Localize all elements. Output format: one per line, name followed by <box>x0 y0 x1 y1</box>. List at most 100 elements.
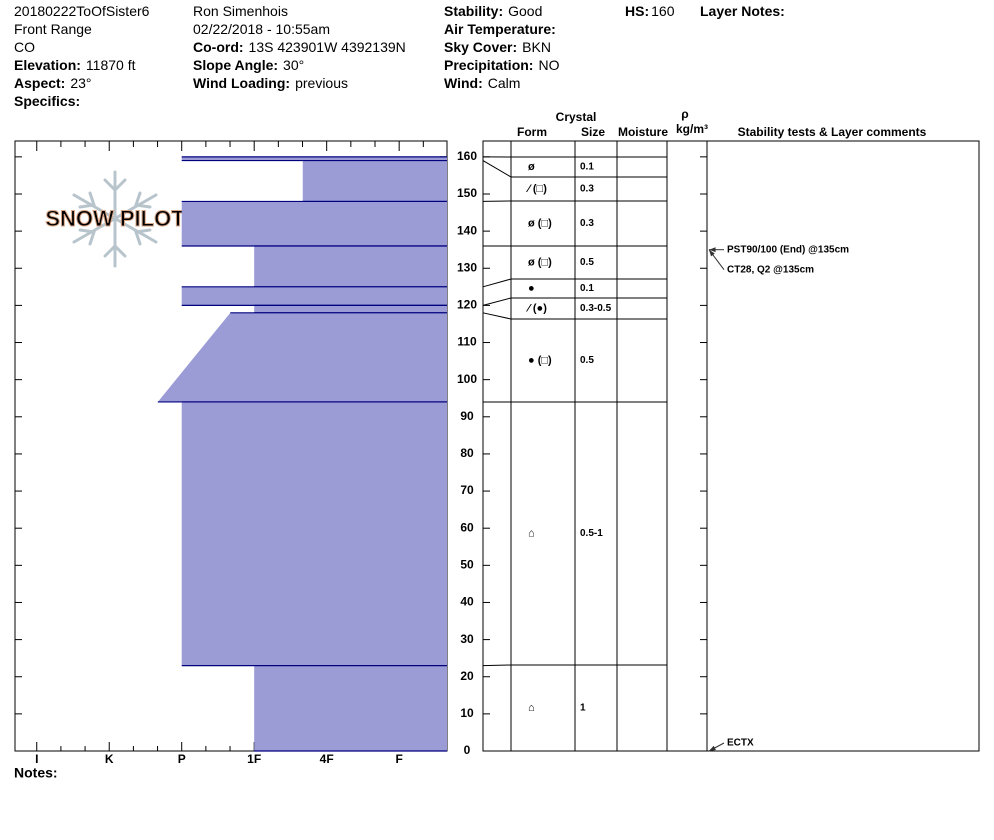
hardness-layer <box>181 201 447 246</box>
field-label: Layer Notes: <box>700 3 785 19</box>
depth-connector <box>482 312 512 320</box>
field-label: Wind: <box>444 75 483 91</box>
crystal-form: ● (□) <box>528 354 552 366</box>
test-comment: CT28, Q2 @135cm <box>727 264 814 275</box>
depth-connector <box>482 297 512 306</box>
crystal-form: ⌂ <box>528 527 535 539</box>
header-field: 02/22/2018 - 10:55am <box>193 21 330 37</box>
header-field: Aspect: 23° <box>14 75 92 91</box>
table-frame <box>482 140 980 752</box>
hardness-layer <box>157 312 448 402</box>
hardness-layer <box>254 305 447 313</box>
crystal-form: ⌂ <box>528 702 535 714</box>
field-label: Co-ord: <box>193 39 244 55</box>
field-value: Front Range <box>14 21 92 37</box>
logo-text: SNOW PILOT <box>45 206 185 231</box>
header-field: Front Range <box>14 21 92 37</box>
crystal-form: ø (□) <box>528 217 552 229</box>
test-comment: ECTX <box>727 738 754 749</box>
header-field: Specifics: <box>14 93 80 109</box>
y-tick-label: 160 <box>457 149 477 163</box>
y-tick-label: 50 <box>460 558 474 572</box>
field-value: 20180222ToOfSister6 <box>14 3 150 19</box>
field-label: Specifics: <box>14 93 80 109</box>
field-value: Good <box>508 3 542 19</box>
field-label: Air Temperature: <box>444 21 556 37</box>
hardness-layer <box>302 160 447 202</box>
crystal-size: 0.3 <box>580 218 594 229</box>
y-tick-label: 100 <box>457 372 477 386</box>
header-field: Co-ord: 13S 423901W 4392139N <box>193 39 406 55</box>
header-field: Slope Angle: 30° <box>193 57 304 73</box>
crystal-size: 0.3 <box>580 184 594 195</box>
arrow-head <box>709 247 716 253</box>
field-label: Precipitation: <box>444 57 533 73</box>
field-value: CO <box>14 39 35 55</box>
field-label: Sky Cover: <box>444 39 517 55</box>
header-field: Ron Simenhois <box>193 3 288 19</box>
col-header: Stability tests & Layer comments <box>738 125 927 139</box>
y-tick-label: 150 <box>457 186 477 200</box>
col-header: Form <box>517 125 547 139</box>
field-value: 02/22/2018 - 10:55am <box>193 21 330 37</box>
x-tick-label: I <box>35 752 38 766</box>
hardness-layer <box>181 401 447 666</box>
depth-connector <box>482 664 512 667</box>
col-header: Size <box>581 125 605 139</box>
crystal-size: 0.1 <box>580 162 594 173</box>
x-tick-label: P <box>178 752 186 766</box>
field-value: 23° <box>70 75 91 91</box>
field-label: Slope Angle: <box>193 57 278 73</box>
x-tick-label: F <box>395 752 402 766</box>
test-comment: PST90/100 (End) @135cm <box>727 244 849 255</box>
field-value: 13S 423901W 4392139N <box>249 39 406 55</box>
header-field: 20180222ToOfSister6 <box>14 3 150 19</box>
y-tick-label: 90 <box>460 409 474 423</box>
field-label: Stability: <box>444 3 503 19</box>
y-tick-label: 60 <box>460 520 474 534</box>
y-tick-label: 70 <box>460 483 474 497</box>
x-tick-label: 1F <box>247 752 261 766</box>
y-tick-label: 120 <box>457 298 477 312</box>
y-tick-label: 80 <box>460 446 474 460</box>
crystal-size: 1 <box>580 703 586 714</box>
field-value: Calm <box>488 75 521 91</box>
hardness-layer <box>254 245 447 287</box>
depth-connector <box>482 278 512 288</box>
crystal-form: ø <box>528 161 535 173</box>
crystal-size: 0.1 <box>580 283 594 294</box>
crystal-form: ⁄ (□) <box>525 183 547 195</box>
notes-label: Notes: <box>14 765 58 781</box>
y-tick-label: 140 <box>457 223 477 237</box>
y-tick-label: 130 <box>457 260 477 274</box>
y-tick-label: 110 <box>457 335 477 349</box>
arrow-head <box>709 745 716 751</box>
arrow-head <box>709 249 715 257</box>
hardness-layer <box>181 156 447 161</box>
field-value: Ron Simenhois <box>193 3 288 19</box>
header-field: Wind: Calm <box>444 75 520 91</box>
depth-connector <box>482 160 512 178</box>
header-field: CO <box>14 39 35 55</box>
field-value: BKN <box>522 39 551 55</box>
y-tick-label: 40 <box>460 595 474 609</box>
field-label: Elevation: <box>14 57 81 73</box>
crystal-size: 0.5 <box>580 257 594 268</box>
col-header: ρ <box>681 107 688 121</box>
field-label: Aspect: <box>14 75 65 91</box>
crystal-size: 0.5 <box>580 355 594 366</box>
field-value: 30° <box>283 57 304 73</box>
table-columns <box>510 141 708 751</box>
field-label: Wind Loading: <box>193 75 290 91</box>
y-tick-label: 20 <box>460 669 474 683</box>
header-field: HS: 160 <box>625 3 675 19</box>
header-field: Air Temperature: <box>444 21 556 37</box>
header-field: Sky Cover: BKN <box>444 39 551 55</box>
header-field: Wind Loading: previous <box>193 75 348 91</box>
field-label: HS: <box>625 3 649 19</box>
logo <box>72 170 158 268</box>
crystal-size: 0.3-0.5 <box>580 303 612 314</box>
x-tick-label: K <box>105 752 114 766</box>
